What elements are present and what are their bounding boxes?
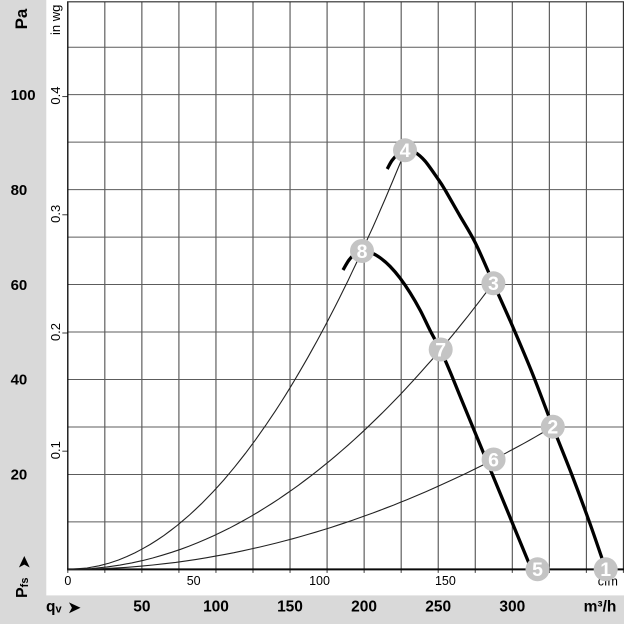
svg-text:0.4: 0.4 bbox=[48, 87, 63, 105]
svg-text:100: 100 bbox=[11, 87, 36, 104]
svg-text:2: 2 bbox=[547, 417, 558, 439]
svg-text:0.3: 0.3 bbox=[48, 205, 63, 223]
svg-text:➤: ➤ bbox=[16, 556, 33, 569]
svg-text:6: 6 bbox=[488, 449, 499, 471]
svg-text:➤: ➤ bbox=[68, 600, 81, 617]
svg-text:1: 1 bbox=[600, 559, 611, 581]
svg-text:150: 150 bbox=[277, 599, 303, 616]
svg-text:200: 200 bbox=[351, 599, 377, 616]
svg-text:300: 300 bbox=[499, 599, 525, 616]
svg-text:qv: qv bbox=[46, 599, 62, 616]
svg-text:250: 250 bbox=[425, 599, 451, 616]
svg-text:in wg: in wg bbox=[48, 5, 63, 35]
svg-text:40: 40 bbox=[11, 372, 28, 389]
svg-text:20: 20 bbox=[11, 467, 28, 484]
svg-text:7: 7 bbox=[435, 339, 446, 361]
svg-text:3: 3 bbox=[488, 273, 499, 295]
svg-text:80: 80 bbox=[11, 182, 28, 199]
svg-text:50: 50 bbox=[187, 574, 201, 588]
svg-text:Pfs: Pfs bbox=[14, 578, 31, 598]
svg-text:m³/h: m³/h bbox=[584, 599, 617, 616]
svg-text:100: 100 bbox=[203, 599, 229, 616]
svg-text:0.1: 0.1 bbox=[48, 441, 63, 459]
svg-text:0.2: 0.2 bbox=[48, 323, 63, 341]
svg-text:4: 4 bbox=[400, 140, 411, 162]
svg-text:0: 0 bbox=[64, 574, 71, 588]
svg-text:5: 5 bbox=[532, 559, 543, 581]
svg-text:100: 100 bbox=[309, 574, 330, 588]
svg-text:60: 60 bbox=[11, 277, 28, 294]
svg-text:Pa: Pa bbox=[12, 8, 31, 29]
svg-text:150: 150 bbox=[435, 574, 456, 588]
svg-text:50: 50 bbox=[133, 599, 150, 616]
svg-text:8: 8 bbox=[357, 241, 368, 263]
